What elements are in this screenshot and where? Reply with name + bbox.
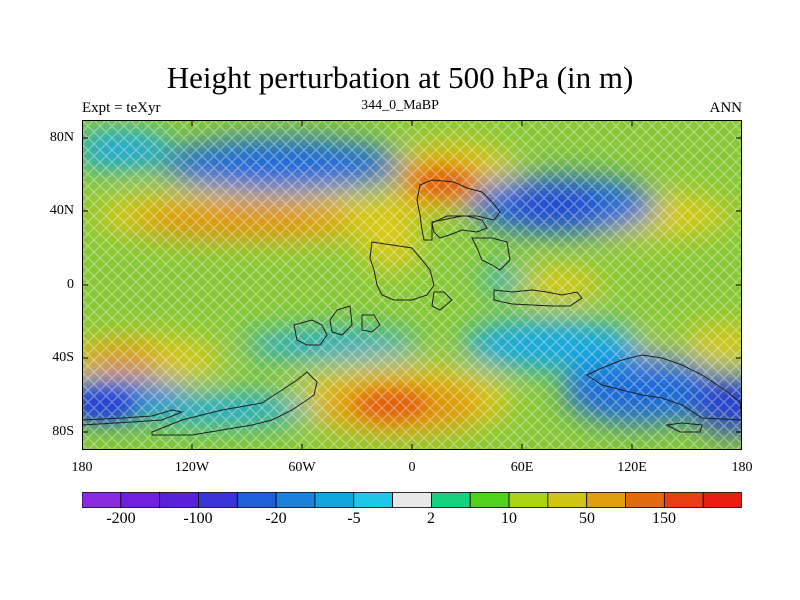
colorbar-label: -20 bbox=[265, 510, 287, 527]
lat-label-40s: 40S bbox=[52, 350, 74, 365]
colorbar-label: 10 bbox=[501, 510, 517, 527]
lon-label-120w: 120W bbox=[174, 460, 210, 475]
tick-marks bbox=[82, 120, 742, 450]
hatch-overlay bbox=[82, 120, 742, 450]
colorbar-label: 2 bbox=[427, 510, 435, 527]
colorbar-box bbox=[159, 492, 199, 508]
coastlines bbox=[82, 179, 742, 450]
colorbar-box bbox=[469, 492, 510, 508]
colorbar-box bbox=[508, 492, 549, 508]
period-label: 344_0_MaBP bbox=[361, 98, 439, 113]
experiment-label: Expt = teXyr bbox=[82, 100, 161, 116]
colorbar-label: 150 bbox=[652, 510, 676, 527]
colorbar-box bbox=[198, 492, 238, 508]
lat-label-0: 0 bbox=[67, 277, 74, 292]
colorbar-box bbox=[663, 492, 704, 508]
lon-label-180w: 180 bbox=[71, 460, 93, 475]
lat-label-40n: 40N bbox=[49, 203, 74, 218]
lat-label-80n: 80N bbox=[49, 130, 74, 145]
colorbar-label: -200 bbox=[106, 510, 136, 527]
lat-label-80s: 80S bbox=[52, 424, 74, 439]
colorbar-box bbox=[353, 492, 393, 508]
colorbar-box bbox=[275, 492, 316, 508]
colorbar-box bbox=[431, 492, 471, 508]
colorbar-box bbox=[702, 492, 742, 508]
lon-label-60w: 60W bbox=[288, 460, 316, 475]
colorbar-box bbox=[392, 492, 432, 508]
lon-label-120e: 120E bbox=[617, 460, 647, 475]
colorbar-box bbox=[586, 492, 626, 508]
colorbar-label: 50 bbox=[579, 510, 595, 527]
map-plot bbox=[82, 120, 742, 450]
colorbar bbox=[82, 492, 742, 508]
colorbar-box bbox=[314, 492, 355, 508]
colorbar-box bbox=[120, 492, 161, 508]
lon-label-60e: 60E bbox=[510, 460, 534, 475]
season-label: ANN bbox=[709, 100, 743, 116]
page-title: Height perturbation at 500 hPa (in m) bbox=[166, 60, 634, 95]
colorbar-label: -100 bbox=[183, 510, 213, 527]
lon-label-180e: 180 bbox=[731, 460, 753, 475]
colorbar-box bbox=[236, 492, 277, 508]
colorbar-box bbox=[82, 492, 122, 508]
colorbar-box bbox=[625, 492, 665, 508]
colorbar-box bbox=[547, 492, 588, 508]
colorbar-label: -5 bbox=[347, 510, 361, 527]
lon-label-0: 0 bbox=[408, 460, 416, 475]
